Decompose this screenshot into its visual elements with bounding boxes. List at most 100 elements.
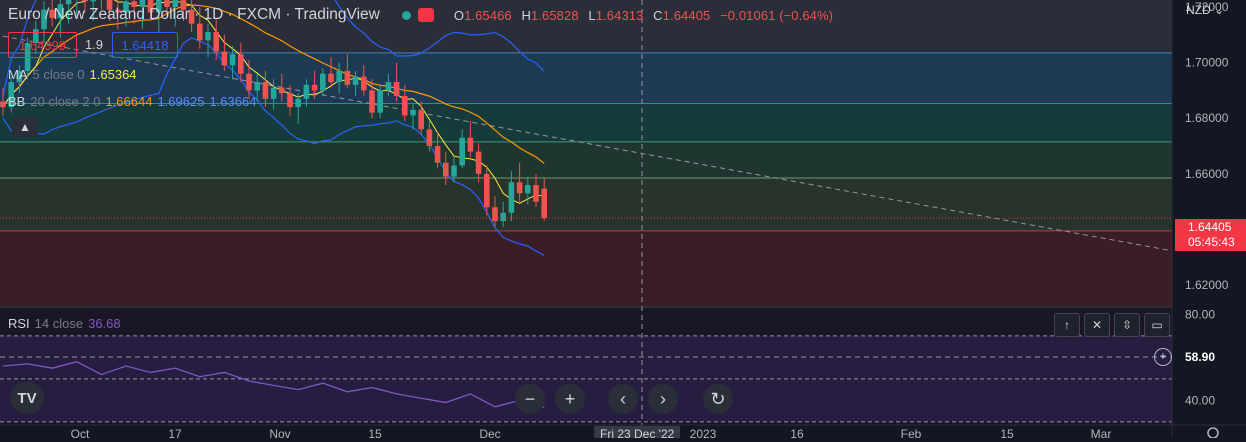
reset-chart-icon[interactable]: ↻: [703, 384, 733, 414]
candle-body: [475, 151, 482, 174]
ma-name: MA: [8, 67, 28, 82]
candle-body: [541, 188, 547, 219]
candle-body: [90, 0, 96, 2]
candle-body: [525, 184, 531, 194]
candle-body: [131, 1, 137, 7]
high-value: 1.65828: [530, 7, 579, 23]
candle-body: [328, 73, 334, 83]
currency-label: NZD: [1186, 3, 1211, 17]
candle-body: [65, 0, 72, 5]
candle-body: [180, 0, 187, 10]
candle-body: [336, 70, 342, 83]
candle-body: [311, 84, 318, 91]
zone-red: [0, 230, 1172, 306]
zoom-controls: − +: [515, 384, 585, 414]
collapse-pane-icon[interactable]: ⇳: [1114, 313, 1140, 337]
scroll-right-icon[interactable]: ›: [648, 384, 678, 414]
bb-lower-value: 1.63664: [209, 94, 257, 109]
candle-body: [303, 84, 310, 99]
candle-body: [197, 23, 203, 41]
currency-selector[interactable]: NZD ⌄: [1186, 3, 1224, 17]
price-tick-label: 1.70000: [1185, 56, 1229, 70]
candle-body: [270, 87, 277, 99]
candle-body: [164, 0, 170, 7]
candle-body: [262, 82, 269, 99]
ma-legend[interactable]: MA 5 close 0 1.65364: [8, 67, 137, 82]
candle-body: [393, 82, 400, 96]
candle-body: [82, 0, 88, 2]
bb-legend[interactable]: BB 20 close 2 0 1.66644 1.69625 1.63664: [8, 94, 256, 109]
buy-price-button[interactable]: 1.64418: [112, 32, 178, 58]
rsi-name: RSI: [8, 316, 30, 331]
candle-body: [172, 0, 178, 7]
market-open-icon: [401, 11, 411, 20]
candle-body: [205, 31, 211, 41]
time-tick-label: 2023: [690, 427, 717, 438]
ohlc-readout: O1.65466 H1.65828 L1.64313 C1.64405 −0.0…: [454, 8, 839, 23]
close-pane-icon[interactable]: ✕: [1084, 313, 1110, 337]
bb-basis-value: 1.66644: [105, 94, 153, 109]
candle-body: [410, 109, 416, 116]
time-tick-label: 17: [168, 427, 182, 438]
symbol-title[interactable]: Euro / New Zealand Dollar · 1D · FXCM · …: [8, 6, 380, 23]
candle-body: [516, 182, 523, 194]
candle-body: [246, 73, 252, 91]
rsi-params: 14 close: [34, 316, 84, 331]
candle-body: [426, 129, 433, 147]
rsi-crosshair-tag: 58.90: [1175, 347, 1231, 367]
collapse-legend-button[interactable]: ▲: [12, 117, 38, 137]
scroll-left-icon[interactable]: ‹: [608, 384, 638, 414]
chevron-up-icon: ▲: [19, 120, 31, 134]
candle-body: [8, 82, 14, 108]
candle-body: [49, 9, 55, 19]
ma-params: 5 close 0: [32, 67, 85, 82]
candle-body: [451, 165, 457, 177]
candle-body: [147, 0, 154, 13]
candle-body: [156, 0, 162, 13]
sell-icon: [417, 8, 434, 22]
market-status-toggle[interactable]: [397, 6, 440, 24]
rsi-line: [2, 361, 545, 409]
time-tick-label: Nov: [269, 427, 290, 438]
move-pane-up-icon[interactable]: ↑: [1054, 313, 1080, 337]
close-value: 1.64405: [662, 7, 711, 23]
candle-body: [287, 93, 293, 108]
price-tick-label: 1.72000: [1185, 0, 1229, 14]
time-tick-label: Feb: [901, 427, 922, 438]
candle-body: [41, 9, 47, 30]
candle-body: [369, 90, 375, 113]
candle-body: [533, 184, 539, 202]
candle-body: [459, 137, 465, 166]
bb-name: BB: [8, 94, 26, 109]
trend-line: [2, 35, 1246, 265]
candle-body: [320, 73, 326, 91]
zone-top: [0, 0, 1172, 53]
zone-teal: [0, 103, 1172, 142]
candle-body: [33, 29, 39, 44]
candle-body: [443, 162, 449, 177]
time-tick-label: 15: [368, 427, 382, 438]
high-key: H: [521, 7, 531, 23]
zone-blue: [0, 52, 1172, 104]
candle-body: [344, 70, 351, 85]
time-tick-label: 16: [790, 427, 804, 438]
candle-body: [492, 207, 498, 222]
chart-header: Euro / New Zealand Dollar · 1D · FXCM · …: [0, 0, 1172, 30]
tradingview-logo-icon[interactable]: TV: [10, 382, 44, 414]
change-value: −0.01061 (−0.64%): [720, 7, 834, 23]
rsi-legend[interactable]: RSI 14 close 36.68: [8, 316, 121, 331]
candle-body: [229, 54, 236, 66]
plus-icon[interactable]: +: [1154, 348, 1172, 366]
chevron-down-icon: ⌄: [1210, 3, 1225, 17]
maximize-pane-icon[interactable]: ▭: [1144, 313, 1170, 337]
zoom-out-icon[interactable]: −: [515, 384, 545, 414]
candle-body: [484, 173, 490, 208]
candle-body: [238, 54, 244, 74]
price-tick-label: 1.68000: [1185, 111, 1229, 125]
zoom-in-icon[interactable]: +: [555, 384, 585, 414]
bar-countdown: 05:45:43: [1188, 235, 1235, 249]
sell-price-button[interactable]: 1.64399: [8, 32, 77, 58]
candle-body: [123, 1, 129, 13]
close-key: C: [653, 7, 663, 23]
